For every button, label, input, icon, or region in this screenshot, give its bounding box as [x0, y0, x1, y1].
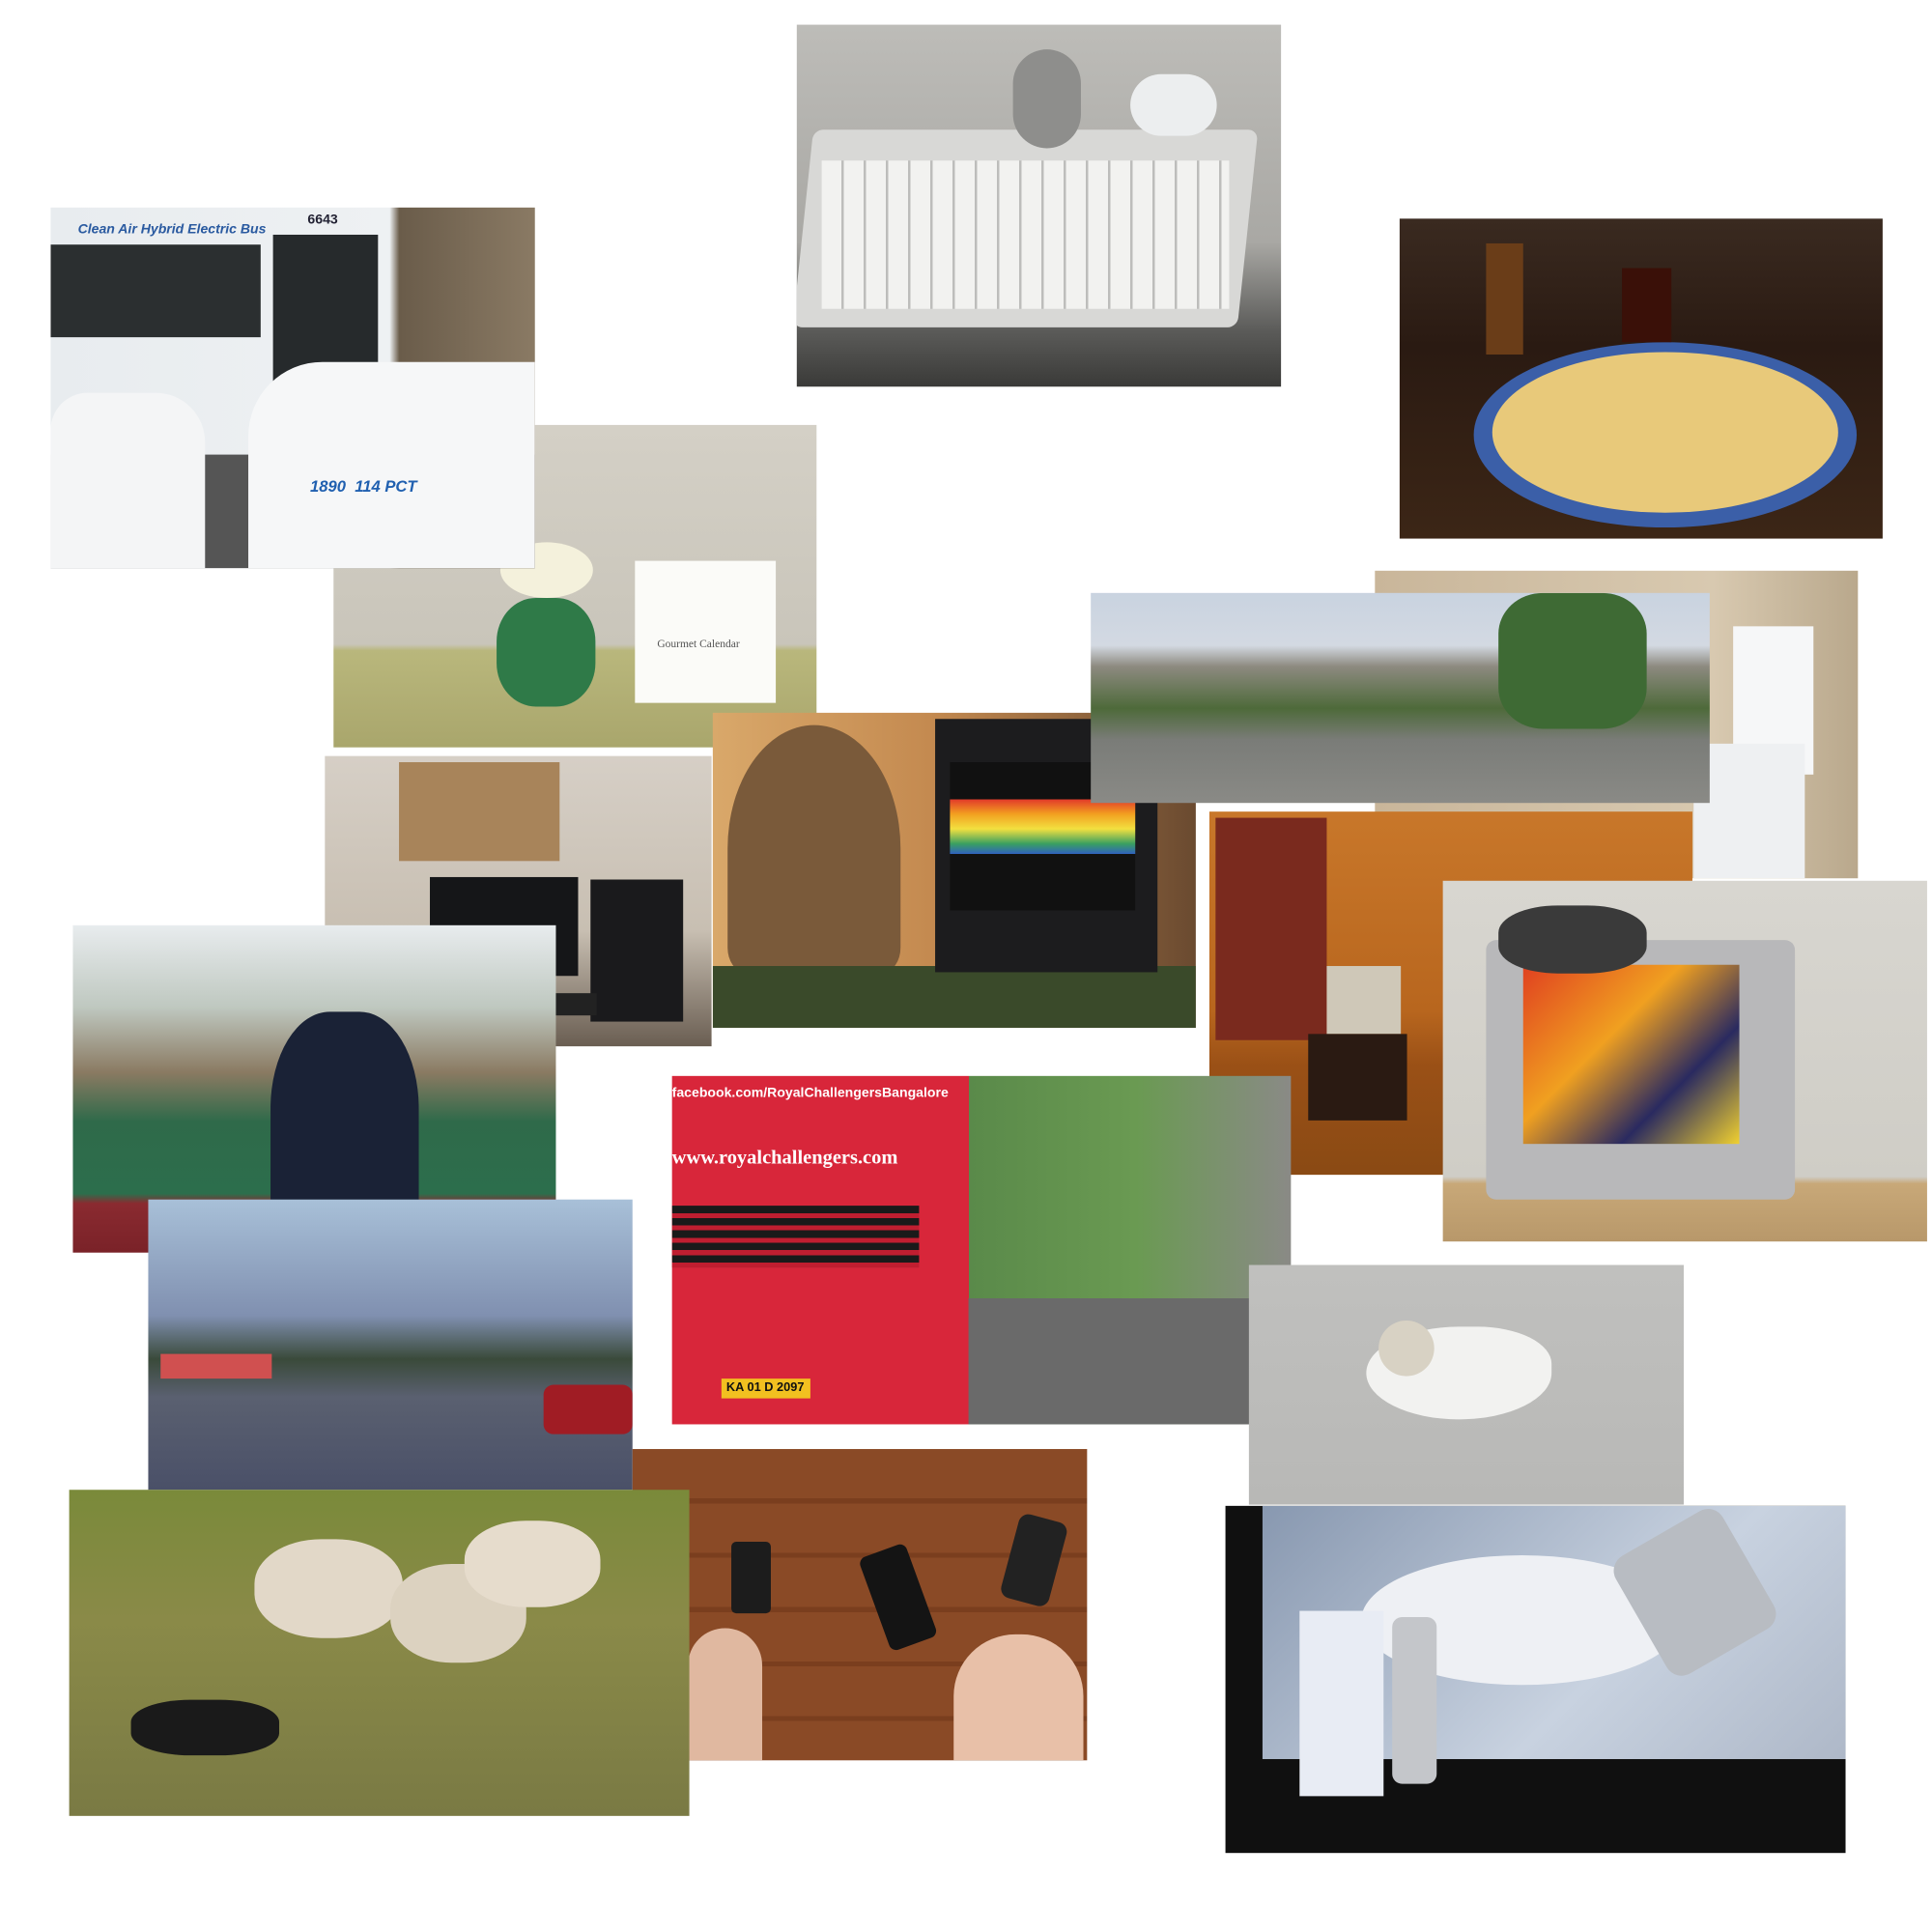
website-text: www.royalchallengers.com — [671, 1148, 898, 1169]
photo-red-bus: facebook.com/RoyalChallengersBangalore w… — [671, 1075, 1292, 1425]
license-plate: KA 01 D 2097 — [725, 1380, 805, 1395]
photo-horses — [1091, 592, 1710, 804]
photo-bird — [1248, 1264, 1685, 1505]
facebook-text: facebook.com/RoyalChallengersBangalore — [671, 1086, 949, 1101]
photo-bus: Clean Air Hybrid Electric Bus 6643 1890 … — [50, 207, 535, 569]
police-car-number: 1890 114 PCT — [309, 476, 417, 496]
photo-sheep — [69, 1490, 690, 1816]
photo-tv-cat — [1442, 880, 1927, 1242]
photo-vase: Gourmet Calendar — [333, 424, 817, 748]
photo-apple-remote — [1225, 1505, 1846, 1854]
photo-pizza — [1399, 218, 1883, 539]
bus-sign: Clean Air Hybrid Electric Bus — [77, 222, 267, 238]
bus-number: 6643 — [307, 212, 338, 228]
photo-phones — [632, 1449, 1088, 1761]
card-text: Gourmet Calendar — [657, 637, 740, 650]
photo-keyboard — [796, 24, 1282, 387]
photo-parking — [148, 1199, 633, 1491]
